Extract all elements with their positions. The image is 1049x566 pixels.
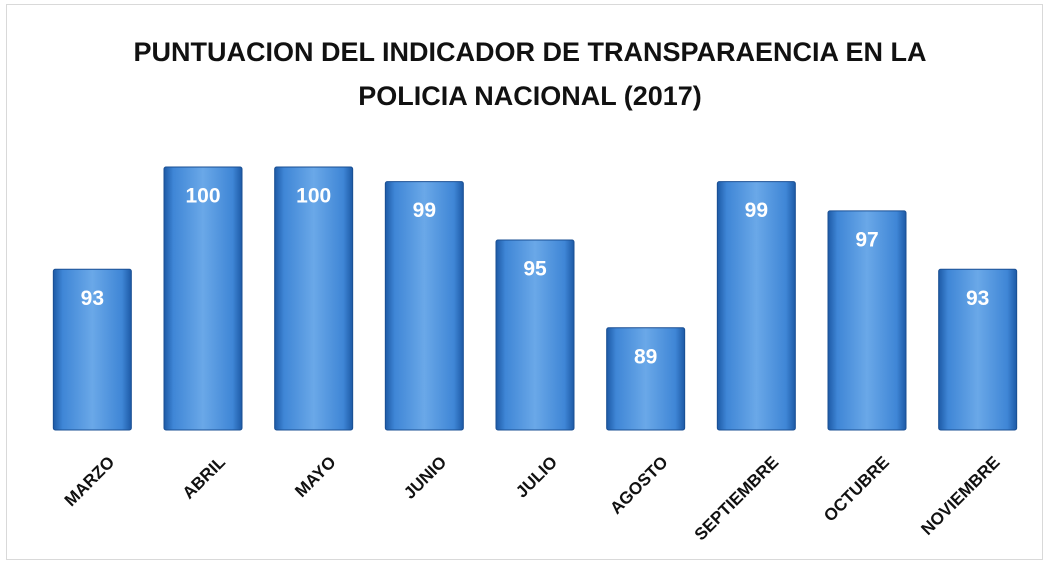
x-tick-label: JULIO — [512, 453, 561, 502]
bar — [495, 239, 575, 431]
bar — [827, 210, 907, 431]
bar — [274, 166, 354, 431]
data-label: 89 — [634, 345, 657, 368]
bar — [938, 268, 1018, 431]
bar — [384, 181, 464, 431]
bar — [606, 327, 686, 431]
x-tick-label: ABRIL — [179, 453, 229, 503]
x-tick-label: SEPTIEMBRE — [691, 453, 783, 545]
bar — [716, 181, 796, 431]
x-tick-label: AGOSTO — [606, 453, 671, 518]
data-label: 99 — [745, 199, 768, 222]
chart-title: PUNTUACION DEL INDICADOR DE TRANSPARAENC… — [133, 37, 927, 111]
x-tick-label: MARZO — [61, 453, 119, 511]
x-tick-label: OCTUBRE — [820, 453, 893, 526]
x-tick-label: NOVIEMBRE — [917, 453, 1003, 539]
data-label: 93 — [81, 287, 104, 310]
x-tick-label: MAYO — [291, 453, 339, 501]
chart-frame — [6, 4, 1043, 560]
x-tick-label: JUNIO — [400, 453, 450, 503]
bar — [163, 166, 243, 431]
data-label: 100 — [185, 185, 220, 208]
data-label: 95 — [523, 258, 547, 281]
data-label: 93 — [966, 287, 989, 310]
data-label: 99 — [413, 199, 436, 222]
data-label: 97 — [855, 228, 878, 251]
data-label: 100 — [296, 185, 331, 208]
bar — [52, 268, 132, 431]
